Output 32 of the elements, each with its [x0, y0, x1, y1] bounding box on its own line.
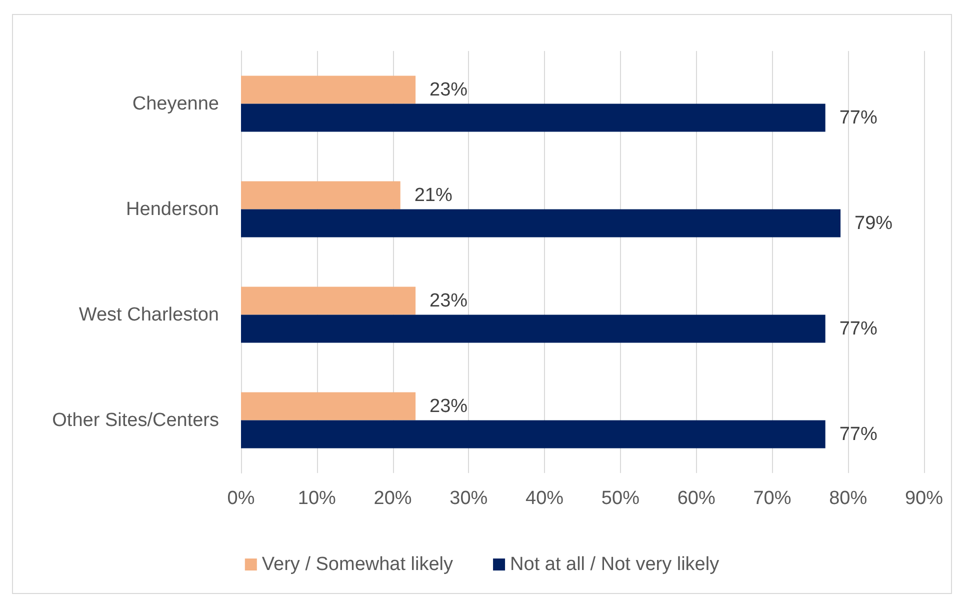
- x-tick-label: 50%: [601, 488, 640, 509]
- x-tick-label: 80%: [829, 488, 868, 509]
- data-label: 23%: [430, 396, 468, 417]
- y-tick-label: Cheyenne: [132, 93, 219, 114]
- y-tick-label: West Charleston: [78, 304, 219, 326]
- data-label: 21%: [414, 184, 452, 206]
- x-tick-label: 70%: [753, 488, 792, 509]
- bar: [241, 314, 826, 343]
- data-label: 77%: [839, 424, 878, 445]
- legend-label: Very / Somewhat likely: [262, 554, 454, 575]
- x-tick-label: 20%: [374, 488, 412, 509]
- bar: [241, 76, 416, 104]
- data-label: 77%: [839, 107, 878, 128]
- bar: [241, 286, 416, 315]
- x-tick-label: 90%: [904, 488, 944, 509]
- data-label: 77%: [839, 318, 878, 340]
- bar: [241, 392, 416, 420]
- x-tick-label: 10%: [298, 488, 336, 509]
- bar: [241, 420, 826, 448]
- x-tick-label: 30%: [450, 488, 488, 509]
- bar: [241, 209, 841, 238]
- y-tick-label: Other Sites/Centers: [52, 410, 219, 431]
- x-tick-label: 0%: [227, 488, 255, 509]
- data-label: 23%: [430, 79, 468, 100]
- legend-label: Not at all / Not very likely: [510, 554, 720, 575]
- x-tick-label: 40%: [526, 488, 564, 509]
- data-label: 79%: [854, 212, 893, 234]
- x-tick-label: 60%: [677, 488, 716, 509]
- bar: [241, 104, 826, 132]
- data-label: 23%: [430, 290, 468, 312]
- bar: [241, 181, 400, 210]
- y-tick-label: Henderson: [126, 198, 219, 220]
